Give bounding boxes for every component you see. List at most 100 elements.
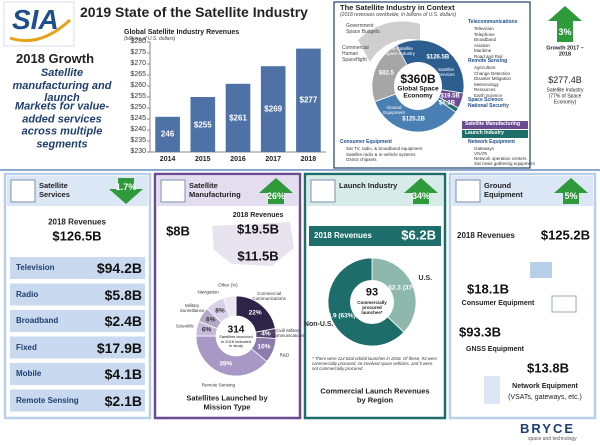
row [10,336,145,359]
row [10,363,145,385]
equipment-note: (VSATs, gateways, etc.) [508,393,582,401]
bar [296,48,321,152]
y-tick-label: $270 [130,59,146,67]
slice-label: 6% [205,316,216,324]
outer-label: Commercial Human Spaceflight [342,45,369,63]
detail-item: Sat news gathering equipment [474,161,535,166]
center-value: 314 [227,324,245,336]
slice-label: 6% [201,326,212,334]
equipment-label: Consumer Equipment [461,299,535,307]
y-tick-label: $240 [130,125,146,133]
detail-heading: Telecommunications [468,19,518,25]
slice-name: Non-U.S. [303,320,334,328]
change-arrow [404,178,438,204]
footnote: * There were 114 total orbital launches … [312,356,437,371]
slice-name: R&D [279,352,290,358]
panel-title: Launch Industry [339,181,398,190]
x-tick-label: 2017 [265,155,281,163]
center-label: Satellites launched in 2018 indicated in… [219,334,253,349]
revenue-label: 2018 Revenues [48,217,106,227]
detail-item: Satellite radio & in-vehicle systems [346,151,416,157]
pie-hole [394,62,442,110]
equipment-label: Network Equipment [512,382,578,390]
y-tick-label: $230 [130,147,146,155]
outer-label: Government Space Budgets [346,23,380,35]
equipment-value: $18.1B [467,281,509,297]
equipment-label: GNSS Equipment [466,345,524,353]
bar-label: $269 [264,104,283,114]
change-value: 1.7% [115,181,137,192]
chart-title: Global Satellite Industry Revenues [124,29,240,36]
slice-label: $82.5 [378,70,394,77]
detail-item: Sat TV, radio, & broadband equipment [346,146,423,151]
bar [190,97,216,152]
panel-icon [455,179,481,203]
pie-hole [350,280,394,324]
divider [0,169,600,171]
bar-label: $277 [299,95,318,105]
pie-slice [371,257,417,333]
pie-slice [223,295,237,318]
panel-title: Satellite Services [39,181,70,199]
pie-slice [195,335,268,377]
revenue-value: $19.5B [237,221,279,237]
equipment-value: $13.8B [527,360,569,376]
slice-label: 22% [248,309,262,317]
center-label: Global Space Economy [397,85,439,100]
revenue-value: $125.2B [540,227,590,243]
detail-heading: Remote Sensing [468,58,508,64]
growth-total: $277.4B [548,74,582,85]
row [10,257,145,279]
slice-name: Non-Satellite Space Industry [384,45,416,56]
row [10,389,145,412]
band [462,121,528,129]
slice-label: 39% [219,360,233,368]
change-arrow [259,178,293,204]
slice-label: 4% [261,330,271,338]
bar-label: $255 [193,119,212,129]
slice-name: Military Surveillance [179,302,205,314]
row [10,310,145,332]
center-value: 93 [365,286,379,299]
panel-icon [310,179,336,203]
growth-point: Markets for value-added services across … [14,100,110,151]
slice-name: Navigation [197,289,219,295]
row-value: $5.8B [104,286,142,303]
panel-icon [10,179,36,203]
logo: SIA [12,4,59,35]
slice-name: Scientific [175,323,194,329]
change-value: 34% [411,190,431,201]
slice-name: Satellite Services [437,66,455,77]
row-value: $4.1B [104,365,142,382]
x-tick-label: 2018 [300,155,317,163]
y-tick-label: $255 [130,92,146,100]
row [10,283,145,306]
revenue-value: $6.2B [401,227,436,243]
detail-item: Meteorology [474,81,499,87]
bar [260,66,286,152]
y-tick-label: $265 [130,70,146,78]
x-tick-label: 2016 [230,155,246,163]
brand: BRYCE [520,421,576,436]
panel-title: Ground Equipment [484,181,523,199]
detail-item: Network operation centers [474,156,527,161]
bar [155,116,180,152]
revenue-label: 2018 Revenues [232,211,284,219]
row-name: Fixed [16,342,37,352]
center-label: Commercially procured launches* [357,300,387,316]
page-title: 2019 State of the Satellite Industry [80,4,308,20]
slice-name: Other (%) [218,282,238,288]
row-value: $94.2B [96,259,142,276]
y-tick-label: $235 [130,136,146,144]
detail-item: Aviation [474,42,490,48]
tagline: space and technology [528,436,577,442]
detail-item: Road and Rail [474,53,503,59]
detail-item: GNSS chipsets [346,157,377,162]
slice-label: 10% [257,343,271,351]
panel [153,172,302,420]
detail-item: VSATs [474,151,488,156]
detail-item: Gateways [474,146,495,151]
y-tick-label: $250 [130,103,146,111]
figure: $8B [166,223,190,239]
